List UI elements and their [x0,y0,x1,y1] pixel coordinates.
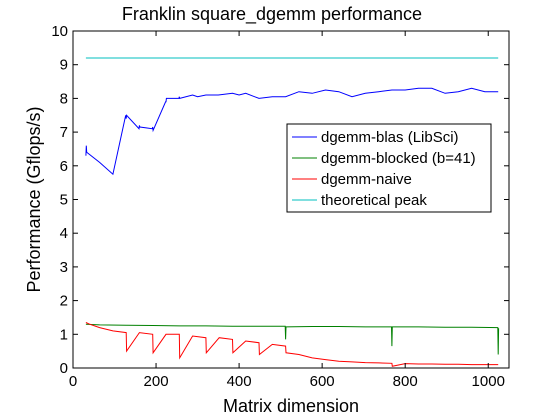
x-tick-label: 400 [227,373,252,390]
x-tick-label: 200 [144,373,169,390]
series-line-2 [85,322,499,367]
legend-label-0: dgemm-blas (LibSci) [321,129,459,146]
x-tick-label: 0 [69,373,77,390]
y-tick-label: 8 [60,90,68,107]
y-axis-title: Performance (Gflops/s) [24,106,44,292]
y-tick-label: 4 [60,225,68,242]
y-tick-label: 3 [60,259,68,276]
legend: dgemm-blas (LibSci) dgemm-blocked (b=41) d… [286,123,492,213]
series-line-0 [85,87,499,176]
legend-box [286,123,492,213]
legend-label-3: theoretical peak [321,192,427,209]
legend-label-2: dgemm-naive [321,171,412,188]
legend-entries: dgemm-blas (LibSci) dgemm-blocked (b=41) d… [292,129,476,209]
y-tick-label: 5 [60,192,68,209]
x-tick-label: 1000 [472,373,505,390]
y-tick-label: 7 [60,124,68,141]
y-tick-label: 1 [60,326,68,343]
y-tick-label: 6 [60,158,68,175]
chart-title: Franklin square_dgemm performance [122,4,422,25]
series-line-1 [85,323,500,355]
x-tick-label: 600 [310,373,335,390]
y-tick-label: 0 [60,360,68,377]
x-axis: 0 200 400 600 800 1000 [69,31,505,390]
x-tick-label: 800 [393,373,418,390]
y-tick-label: 2 [60,293,68,310]
series-layer [85,57,500,367]
x-axis-title: Matrix dimension [223,396,359,416]
y-axis: 0 1 2 3 4 5 6 7 8 9 10 [51,23,509,377]
y-tick-label: 10 [51,23,68,40]
y-tick-label: 9 [60,57,68,74]
legend-label-1: dgemm-blocked (b=41) [321,150,476,167]
